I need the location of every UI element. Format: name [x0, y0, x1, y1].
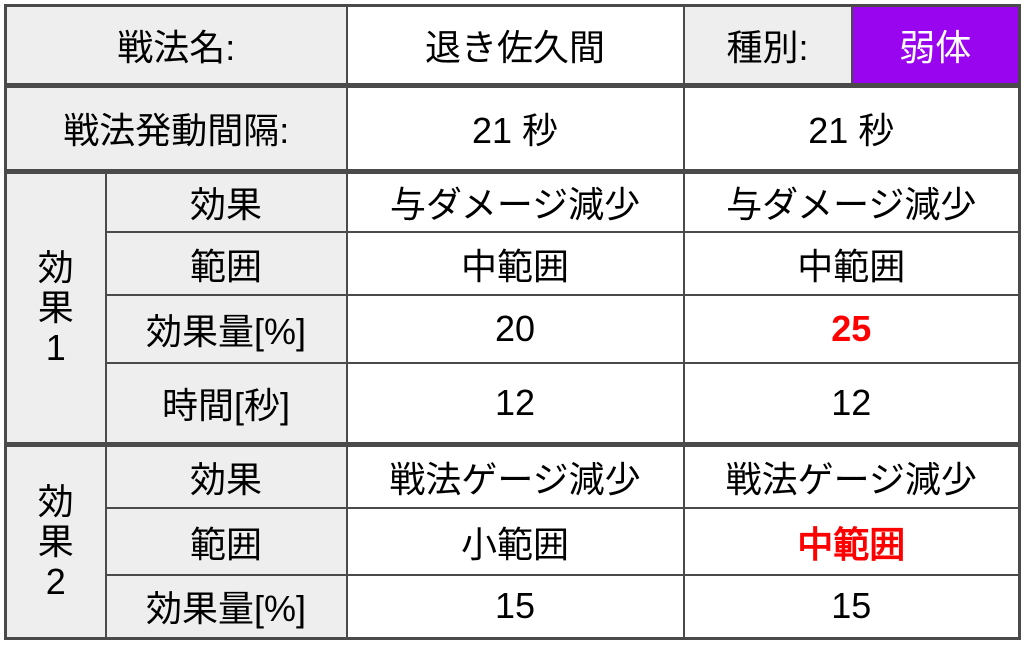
effect2-range-enhanced: 中範囲	[682, 507, 1021, 576]
effect1-type-enhanced: 与ダメージ減少	[682, 168, 1021, 233]
effect2-group-char: 効	[37, 480, 74, 522]
effect1-group-label: 効 果 1	[4, 168, 107, 446]
effect1-duration-enhanced: 12	[682, 361, 1021, 446]
effect1-duration-row: 時間[秒] 12 12	[6, 361, 1021, 446]
interval-row: 戦法発動間隔: 21 秒 21 秒	[4, 82, 1021, 173]
effect1-type-label: 効果	[104, 168, 348, 233]
effect1-group-char: 果	[37, 286, 74, 328]
effect2-group-char: 果	[37, 521, 74, 563]
effect2-amount-row: 効果量[%] 15 15	[6, 573, 1021, 640]
effect1-range-base: 中範囲	[345, 230, 685, 297]
effect2-type-base: 戦法ゲージ減少	[345, 442, 685, 510]
effect1-range-enhanced: 中範囲	[682, 230, 1021, 297]
effect1-amount-base: 20	[345, 294, 685, 364]
effect2-group-char: 2	[45, 561, 66, 603]
effect1-range-label: 範囲	[104, 230, 348, 297]
effect2-amount-enhanced: 15	[682, 573, 1021, 640]
effect1-type-base: 与ダメージ減少	[345, 168, 685, 233]
effect2-amount-label: 効果量[%]	[104, 573, 348, 640]
type-badge: 弱体	[850, 4, 1021, 87]
tactic-spec-table-container: 戦法名: 退き佐久間 種別: 弱体 戦法発動間隔: 21 秒 21 秒 効 果 …	[4, 4, 1022, 640]
effect2-type-row: 効 果 2 効果 戦法ゲージ減少 戦法ゲージ減少	[4, 442, 1021, 640]
effect1-range-row: 範囲 中範囲 中範囲	[6, 230, 1021, 297]
effect1-amount-row: 効果量[%] 20 25	[6, 294, 1021, 364]
interval-enhanced-value: 21 秒	[682, 82, 1021, 173]
effect1-duration-base: 12	[345, 361, 685, 446]
effect2-range-row: 範囲 小範囲 中範囲	[6, 507, 1021, 576]
effect1-amount-label: 効果量[%]	[104, 294, 348, 364]
interval-base-value: 21 秒	[345, 82, 685, 173]
effect2-range-label: 範囲	[104, 507, 348, 576]
effect1-duration-label: 時間[秒]	[104, 361, 348, 446]
effect2-type-label: 効果	[104, 442, 348, 510]
effect2-amount-base: 15	[345, 573, 685, 640]
effect1-group-char: 効	[37, 246, 74, 288]
effect1-type-row: 効 果 1 効果 与ダメージ減少 与ダメージ減少	[4, 168, 1021, 446]
effect1-group-char: 1	[45, 327, 66, 369]
effect2-range-base: 小範囲	[345, 507, 685, 576]
tactic-name-row: 戦法名: 退き佐久間 種別: 弱体	[4, 4, 1021, 87]
interval-label: 戦法発動間隔:	[4, 82, 348, 173]
type-label: 種別:	[682, 4, 853, 87]
effect2-group-label: 効 果 2	[4, 442, 107, 640]
tactic-name-value: 退き佐久間	[345, 4, 685, 87]
effect1-amount-enhanced: 25	[682, 294, 1021, 364]
tactic-spec-table: 戦法名: 退き佐久間 種別: 弱体 戦法発動間隔: 21 秒 21 秒 効 果 …	[4, 4, 1022, 640]
effect2-type-enhanced: 戦法ゲージ減少	[682, 442, 1021, 510]
tactic-name-label: 戦法名:	[4, 4, 348, 87]
